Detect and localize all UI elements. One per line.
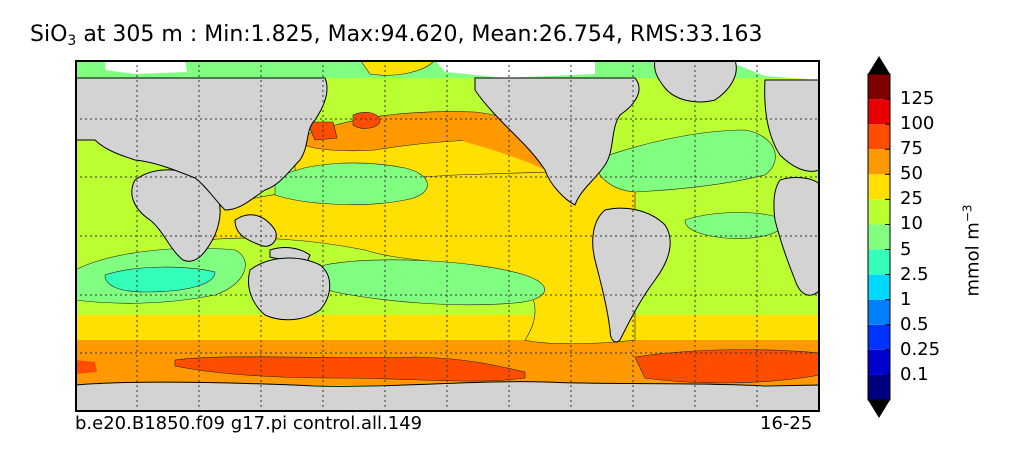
colorbar-tick-label: 0.5 [900, 313, 929, 335]
colorbar-tick-label: 25 [900, 188, 923, 210]
north-pacific-green [274, 162, 428, 205]
colorbar-segment [868, 199, 890, 225]
colorbar [867, 56, 891, 418]
colorbar-segment [868, 274, 890, 300]
colorbar-segment [868, 99, 890, 125]
graticule [75, 60, 820, 412]
ocean-map [75, 60, 820, 412]
plot-title: SiO3 at 305 m : Min:1.825, Max:94.620, M… [30, 22, 762, 49]
atlantic-green-south [684, 212, 786, 239]
arctic-missing-2 [435, 60, 595, 78]
colorbar-tick-label: 50 [900, 163, 923, 185]
colorbar-segment [868, 324, 890, 350]
colorbar-tick-label: 1 [900, 288, 912, 310]
title-stats: at 305 m : Min:1.825, Max:94.620, Mean:2… [76, 22, 763, 47]
colorbar-segment [868, 74, 890, 100]
band-southern-red-2 [634, 349, 820, 384]
land-australia [248, 257, 331, 321]
colorbar-tick-label: 0.1 [900, 363, 929, 385]
land-south-america [592, 207, 671, 343]
colorbar-units: mmol m−3 [960, 204, 984, 297]
band-southern-red-3 [75, 360, 97, 374]
colorbar-tick-label: 125 [900, 88, 935, 110]
colorbar-extend-min [868, 400, 890, 418]
arctic-missing-3 [725, 60, 820, 80]
year-range: 16-25 [760, 413, 813, 434]
okhotsk-red [306, 121, 338, 141]
colorbar-tick-label: 75 [900, 138, 923, 160]
title-variable-subscript: 3 [67, 33, 77, 49]
run-name: b.e20.B1850.f09 g17.pi control.all.149 [75, 413, 423, 434]
colorbar-segment [868, 124, 890, 150]
colorbar-tick-label: 0.25 [900, 338, 941, 360]
units-exponent: −3 [960, 204, 975, 223]
land-europe-east [764, 79, 820, 172]
land-eurasia [75, 77, 328, 211]
north-pacific-orange-east [435, 112, 545, 170]
band-southern-red [174, 356, 526, 382]
colorbar-segment [868, 349, 890, 375]
colorbar-segment [868, 374, 890, 400]
colorbar-segment [868, 149, 890, 175]
colorbar-tick-label: 100 [900, 113, 935, 135]
land-north-america [474, 77, 640, 206]
colorbar-segment [868, 249, 890, 275]
indian-cyan [104, 266, 216, 293]
south-pacific-green [314, 259, 545, 306]
arctic-missing [105, 60, 187, 74]
colorbar-tick-label: 5 [900, 238, 912, 260]
land-southeast-asia [234, 214, 277, 247]
colorbar-frame [867, 73, 891, 401]
colorbar-tick-label: 10 [900, 213, 923, 235]
bering-red [352, 112, 381, 129]
map-frame [75, 60, 820, 412]
title-variable: SiO [30, 22, 68, 47]
colorbar-segment [868, 299, 890, 325]
colorbar-segment [868, 174, 890, 200]
colorbar-tick-label: 2.5 [900, 263, 929, 285]
colorbar-extend-max [868, 56, 890, 74]
colorbar-segment [868, 224, 890, 250]
units-base: mmol m [962, 222, 984, 297]
